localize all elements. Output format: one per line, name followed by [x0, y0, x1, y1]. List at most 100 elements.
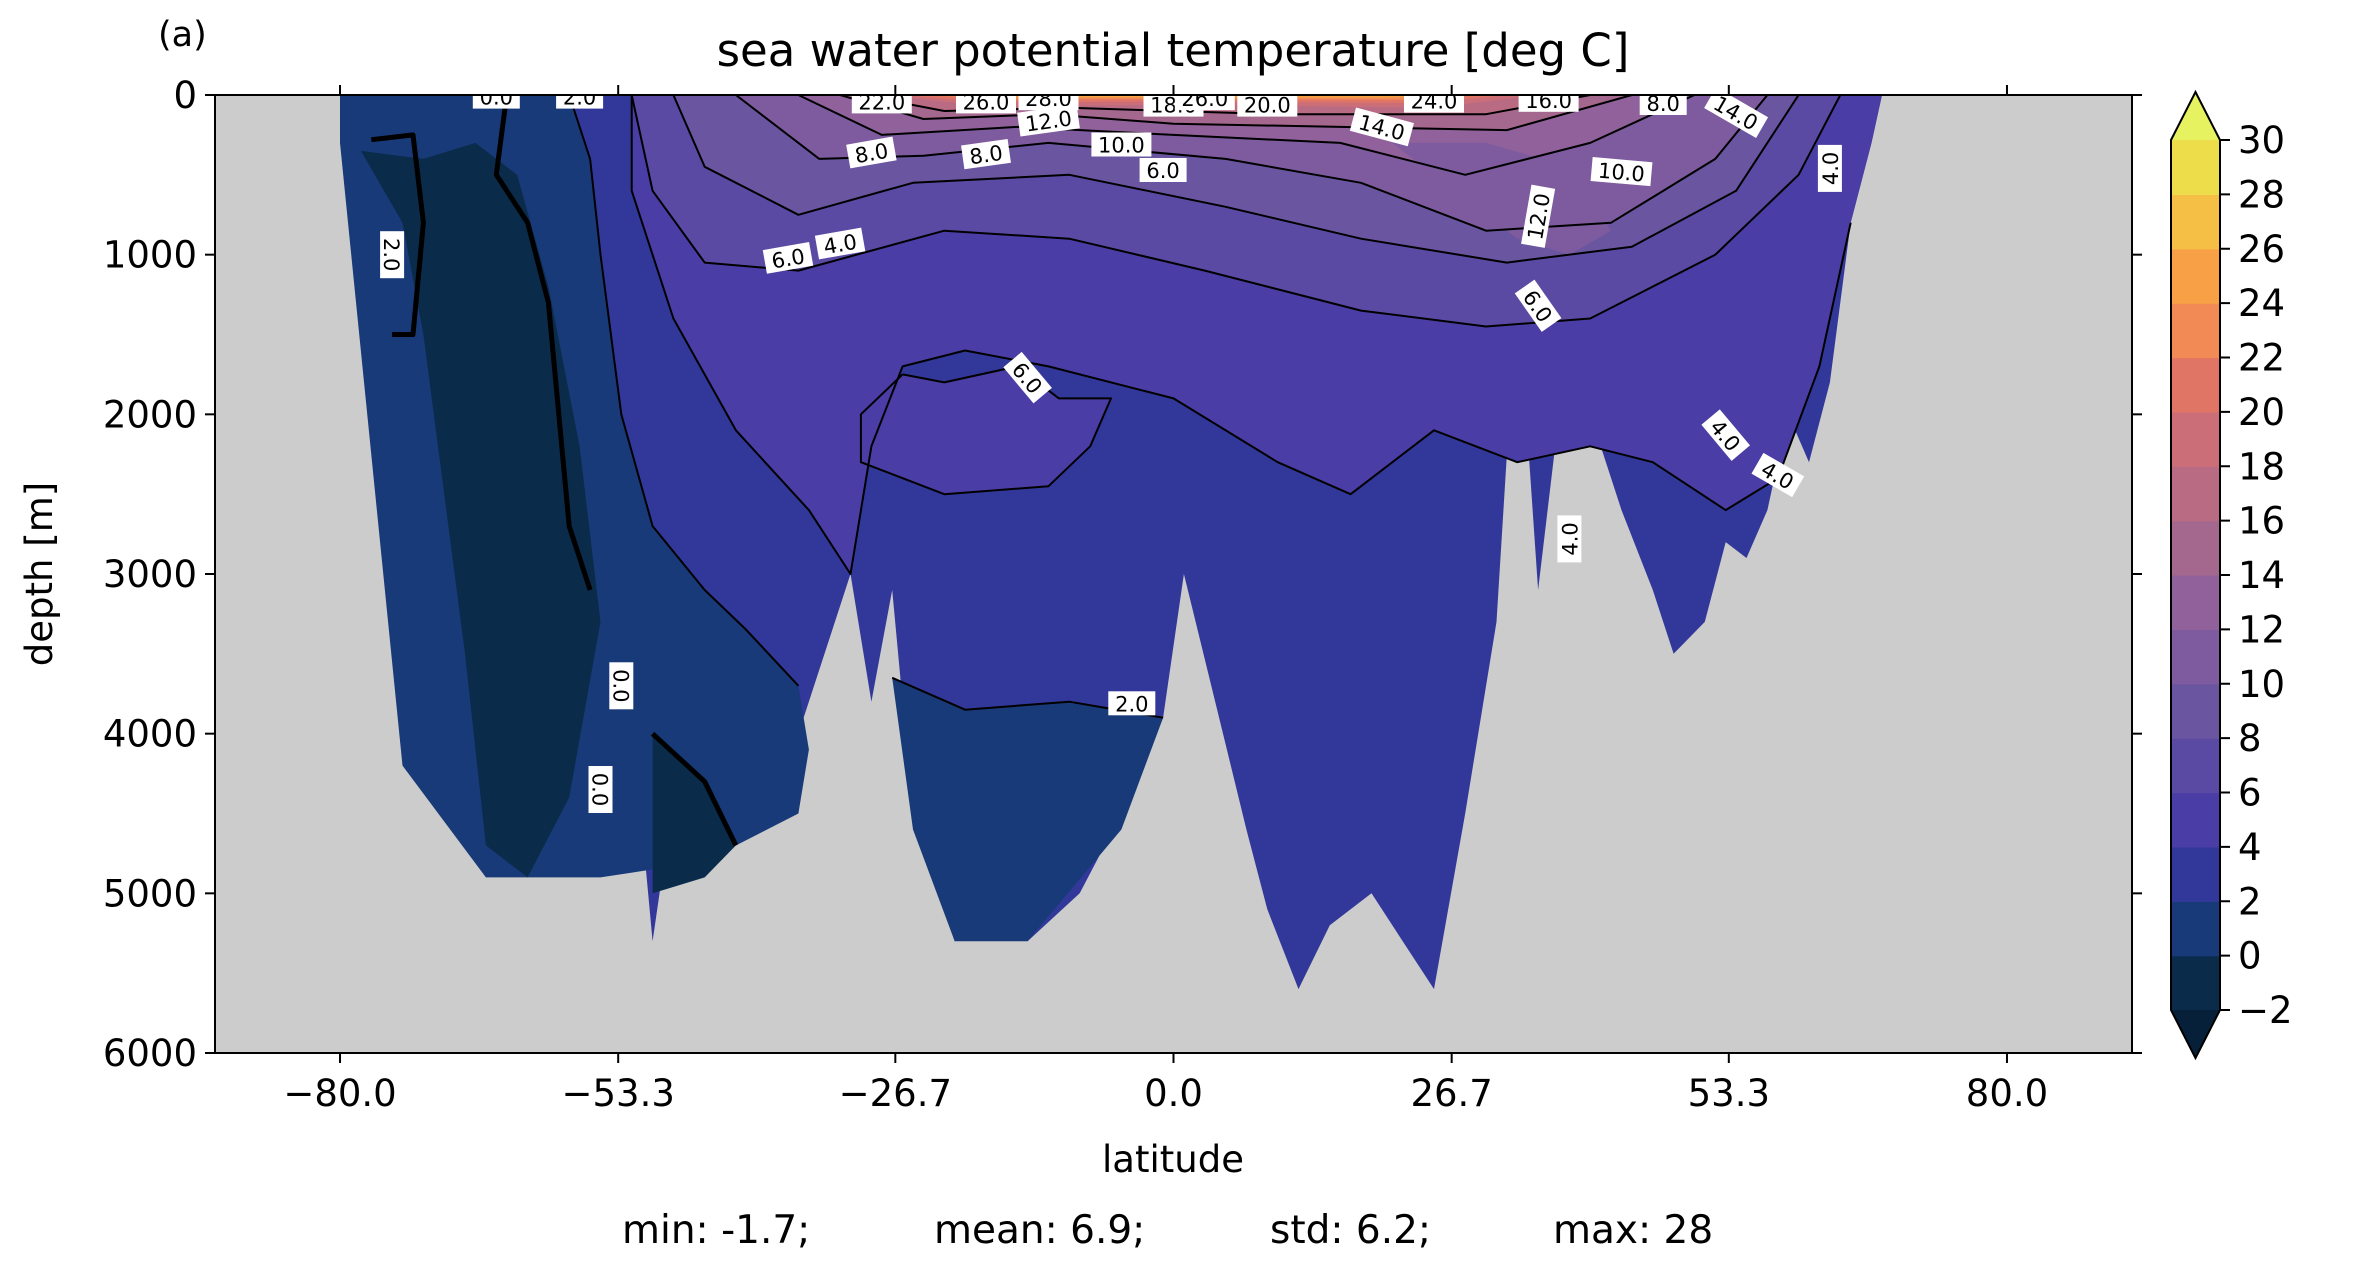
contour-label-group: 4.0	[1701, 409, 1750, 461]
x-axis: −80.0 −53.3 −26.7 0.0 26.7 53.3 80.0	[283, 85, 2048, 1115]
contour-label: 4.0	[822, 230, 859, 259]
contour-6-blob	[859, 365, 1112, 496]
contour-label-box	[556, 95, 604, 109]
x-tick-label: 0.0	[1144, 1072, 1203, 1115]
x-tick-label: −53.3	[561, 1072, 674, 1115]
contour-label-box	[1237, 95, 1298, 117]
contour-label-group: 2.0	[556, 95, 604, 110]
colorbar-tick-label: 18	[2238, 445, 2285, 488]
y-tick-label: 6000	[103, 1032, 197, 1075]
colorbar-swatch	[2171, 901, 2220, 957]
contour-label: 8.0	[968, 141, 1004, 169]
band-below-0	[360, 142, 601, 878]
colorbar-tick-label: 2	[2238, 880, 2262, 923]
contour-label: 4.0	[1819, 152, 1843, 185]
x-tick-label: 80.0	[1966, 1072, 2048, 1115]
y-tick-label: 0	[173, 74, 197, 117]
contour-label: 26.0	[963, 90, 1010, 114]
contour-label-box	[762, 242, 814, 274]
contour-label: 22.0	[858, 90, 905, 114]
colorbar-tick-label: 24	[2238, 282, 2285, 325]
band-below-0-deep	[652, 733, 736, 894]
colorbar-tick-label: −2	[2238, 989, 2293, 1032]
stat-min: min: -1.7;	[622, 1208, 811, 1253]
contour-label: 26.0	[1181, 87, 1228, 111]
contour-label: 10.0	[1098, 134, 1145, 158]
y-tick-label: 2000	[103, 393, 197, 436]
contour-label: 10.0	[1597, 159, 1646, 187]
contour-6	[630, 95, 1842, 328]
contour-label-box	[846, 136, 897, 169]
colorbar-tick-label: 0	[2238, 935, 2262, 978]
colorbar-swatch	[2171, 520, 2220, 576]
contour-label-group: 6.0	[1139, 158, 1187, 183]
contour-label-group: 10.0	[1590, 157, 1653, 187]
stat-std: std: 6.2;	[1270, 1208, 1432, 1253]
colorbar-swatch	[2171, 466, 2220, 522]
colorbar-swatch	[2171, 683, 2220, 739]
contour-label-box	[1521, 184, 1556, 248]
contour-label-group: 4.0	[814, 227, 866, 260]
contour-label-group: 8.0	[961, 138, 1011, 169]
colorbar-swatch	[2171, 575, 2220, 630]
x-tick-label: −80.0	[283, 1072, 396, 1115]
contour-label-box	[1590, 157, 1653, 187]
y-axis: 0 1000 2000 3000 4000 5000 6000	[103, 74, 2142, 1075]
colorbar-tick-label: 8	[2238, 717, 2262, 760]
stat-mean: mean: 6.9;	[934, 1208, 1146, 1253]
contour-label-group: 4.0	[1817, 144, 1843, 192]
contour-4	[630, 95, 1852, 575]
contour-label-group: 12.0	[1017, 104, 1080, 137]
contour-label-group: 2.0	[379, 231, 405, 279]
contour-8	[672, 95, 1800, 264]
contour-label: 16.0	[1525, 89, 1572, 113]
y-axis-label: depth [m]	[18, 482, 61, 666]
colorbar-tick-label: 20	[2238, 391, 2285, 434]
contour-0-right	[493, 95, 593, 591]
contour-label: 0.0	[480, 86, 513, 110]
contour-label-box	[956, 95, 1016, 114]
contour-label: 20.0	[1244, 94, 1291, 118]
contour-label-box	[1349, 107, 1414, 147]
contour-label-group: 24.0	[1404, 95, 1464, 114]
contour-label-box	[851, 95, 912, 114]
x-axis-label: latitude	[1102, 1138, 1244, 1181]
contour-label: 8.0	[853, 139, 890, 168]
contour-label-group: 10.0	[1091, 132, 1152, 158]
contour-label-group: 0.0	[588, 766, 613, 813]
contour-label-box	[1701, 409, 1750, 461]
colorbar-swatch	[2171, 303, 2220, 359]
contour-label: 6.0	[1146, 159, 1179, 183]
contour-label-box	[1514, 279, 1562, 332]
colorbar-tick-label: 28	[2238, 173, 2285, 216]
contour-label-box	[1174, 95, 1235, 111]
contour-label-group: 14.0	[1349, 107, 1414, 147]
contour-label-box	[1751, 452, 1805, 498]
y-tick-label: 5000	[103, 872, 197, 915]
contour-label-group: 2.0	[1108, 691, 1156, 716]
contour-0-deep	[650, 731, 739, 847]
contour-label-group: 16.0	[1518, 89, 1579, 113]
stat-max: max: 28	[1553, 1208, 1714, 1253]
contour-label-group: 26.0	[1174, 87, 1235, 111]
contour-label-box	[814, 227, 866, 260]
colorbar-swatch	[2171, 411, 2220, 467]
colorbar-tick-label: 22	[2238, 337, 2285, 380]
colorbar-tick-label: 14	[2238, 554, 2285, 597]
x-tick-label: 26.7	[1410, 1072, 1492, 1115]
colorbar-tick-label: 30	[2238, 119, 2285, 162]
y-tick-label: 4000	[103, 713, 197, 756]
contour-label: 0.0	[608, 669, 632, 702]
contour-label-box	[380, 231, 405, 279]
contour-label-box	[1518, 95, 1579, 112]
contour-label-box	[1817, 144, 1842, 192]
y-tick-label: 3000	[103, 553, 197, 596]
contour-label-box	[1091, 132, 1152, 157]
contour-label: 0.0	[588, 773, 612, 806]
contour-label-box	[1017, 104, 1080, 137]
contour-label: 8.0	[1646, 92, 1679, 116]
colorbar-swatch	[2171, 194, 2220, 250]
colorbar-tick-label: 12	[2238, 608, 2285, 651]
colorbar-swatch	[2171, 738, 2220, 794]
panel-label: (a)	[158, 15, 207, 55]
